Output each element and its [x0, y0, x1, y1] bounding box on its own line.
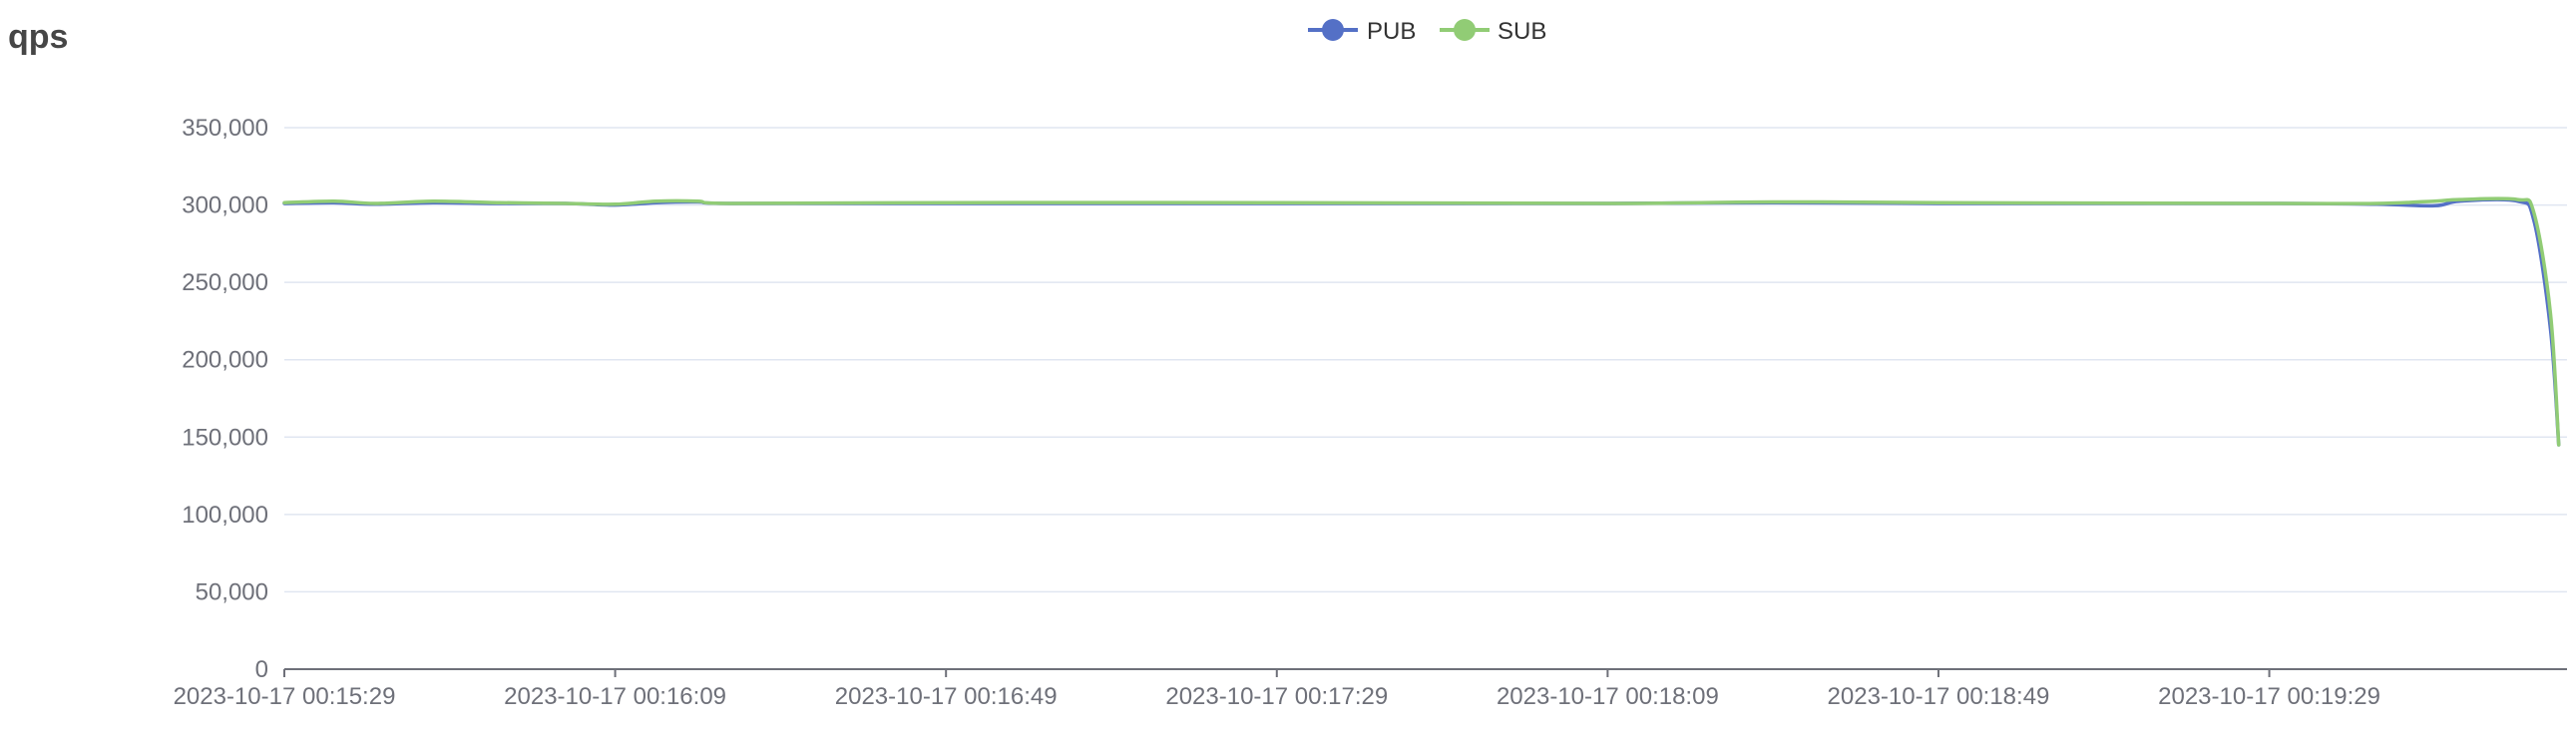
grid-lines: [284, 127, 2567, 593]
x-tick-label: 2023-10-17 00:16:09: [504, 683, 726, 710]
y-tick-label: 200,000: [182, 347, 268, 374]
x-tick-label: 2023-10-17 00:19:29: [2158, 683, 2380, 710]
y-tick-label: 50,000: [196, 578, 268, 605]
x-tick-label: 2023-10-17 00:17:29: [1165, 683, 1388, 710]
x-tick-label: 2023-10-17 00:15:29: [174, 683, 396, 710]
x-axis: 2023-10-17 00:15:29 2023-10-17 00:16:09 20…: [174, 668, 2567, 710]
legend-item-sub[interactable]: SUB: [1440, 18, 1546, 45]
legend[interactable]: PUB SUB: [1308, 18, 1546, 45]
legend-marker-icon: [1322, 19, 1344, 41]
y-axis-labels: 0 50,000 100,000 150,000 200,000 250,000 300,0…: [182, 115, 268, 683]
legend-marker-icon: [1454, 19, 1476, 41]
y-tick-label: 300,000: [182, 192, 268, 219]
series-line-pub: [282, 197, 2561, 447]
series-line-sub: [282, 196, 2561, 447]
y-tick-label: 150,000: [182, 424, 268, 451]
y-tick-label: 350,000: [182, 115, 268, 142]
series-lines: [282, 196, 2561, 447]
y-tick-label: 0: [255, 656, 268, 683]
legend-item-pub[interactable]: PUB: [1308, 18, 1416, 45]
y-tick-label: 250,000: [182, 269, 268, 296]
legend-label: PUB: [1367, 18, 1416, 45]
chart-title: qps: [8, 18, 68, 56]
y-tick-label: 100,000: [182, 502, 268, 529]
x-tick-label: 2023-10-17 00:18:49: [1828, 683, 2050, 710]
x-tick-label: 2023-10-17 00:18:09: [1497, 683, 1719, 710]
x-tick-label: 2023-10-17 00:16:49: [835, 683, 1058, 710]
legend-label: SUB: [1498, 18, 1546, 45]
